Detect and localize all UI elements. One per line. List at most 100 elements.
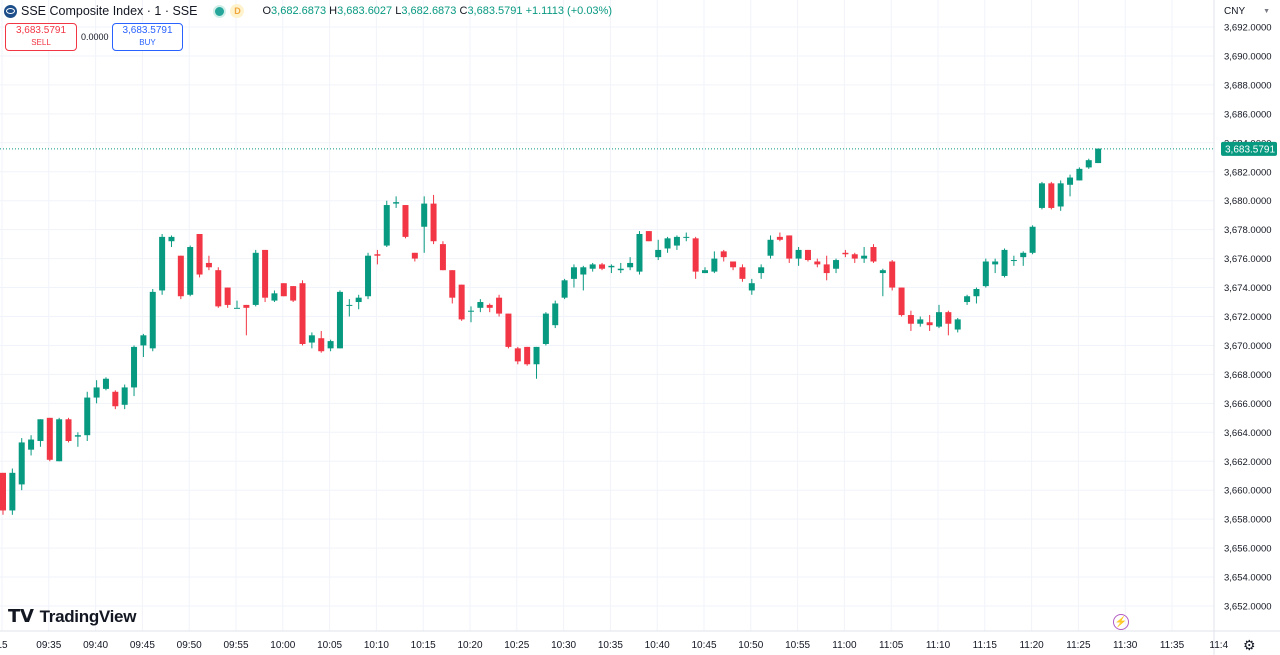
buy-button[interactable]: 3,683.5791 BUY (112, 23, 183, 51)
candle (692, 236, 699, 279)
close-value: 3,683.5791 (467, 5, 523, 17)
candle-body (645, 231, 652, 242)
tradingview-logo[interactable]: 𝗧𝗩 TradingView (8, 606, 136, 627)
close-label: C (459, 5, 468, 17)
candle (964, 294, 971, 305)
candle (205, 255, 212, 271)
candle (131, 345, 138, 397)
candle (271, 290, 278, 303)
candle-body (449, 270, 456, 298)
candle-body (430, 203, 437, 242)
candle (477, 299, 484, 313)
x-tick-label: 10:10 (364, 640, 389, 651)
candle (9, 468, 16, 515)
high-label: H (329, 5, 338, 17)
candle (140, 333, 147, 358)
candle-body (1057, 183, 1064, 207)
candle (0, 472, 6, 515)
candle-body (786, 235, 793, 259)
candle-body (290, 286, 297, 301)
candle-series (0, 148, 1102, 515)
candle (673, 235, 680, 250)
sell-button[interactable]: 3,683.5791 SELL (5, 23, 77, 51)
candle-body (336, 291, 343, 349)
currency-select[interactable]: CNY ▼ (1220, 2, 1274, 20)
candle (823, 255, 830, 281)
candle-body (964, 296, 971, 303)
low-label: L (395, 5, 402, 17)
candle-body (926, 322, 933, 326)
candle-body (262, 249, 269, 298)
candle (804, 249, 811, 262)
x-tick-label: 11:05 (879, 640, 904, 651)
candle (870, 244, 877, 263)
buy-label: BUY (139, 38, 156, 47)
x-tick-label: 10:20 (457, 640, 482, 651)
x-tick-label: 11:00 (832, 640, 857, 651)
candle (1020, 251, 1027, 266)
x-tick-label: 10:35 (598, 640, 623, 651)
buy-price: 3,683.5791 (122, 25, 173, 36)
candle-body (159, 236, 166, 291)
chart-grid (0, 0, 1214, 631)
candle-body (589, 264, 596, 269)
candle (1010, 255, 1017, 266)
open-value: 3,682.6873 (271, 5, 327, 17)
high-value: 3,683.6027 (337, 5, 393, 17)
y-tick-label: 3,660.0000 (1224, 486, 1272, 497)
candle (898, 287, 905, 317)
y-tick-label: 3,682.0000 (1224, 167, 1272, 178)
y-tick-label: 3,692.0000 (1224, 23, 1272, 34)
candle-body (739, 267, 746, 279)
candle (74, 432, 81, 447)
candle (861, 247, 868, 263)
candle (767, 235, 774, 259)
candle (664, 236, 671, 253)
candle-body (46, 417, 53, 460)
candle (18, 438, 25, 491)
sse-logo-icon (4, 4, 17, 18)
candle (411, 252, 418, 262)
candle-body (1076, 168, 1083, 181)
candle-body (702, 270, 708, 274)
candle (720, 249, 727, 262)
candle-body (1029, 226, 1036, 253)
candle-body (121, 387, 128, 405)
candle-body (271, 293, 278, 301)
lightning-icon[interactable]: ⚡ (1113, 614, 1129, 630)
candle-body (458, 284, 465, 320)
candle (907, 310, 914, 331)
candle (318, 330, 325, 353)
price-axis[interactable]: 3,652.0000 3,654.0000 3,656.0000 3,658.0000… (1224, 23, 1272, 613)
candle-body (730, 261, 737, 268)
candle (561, 278, 568, 300)
candle (355, 294, 362, 310)
candle (617, 262, 624, 274)
candle-body (804, 249, 811, 261)
candle (786, 235, 793, 263)
candle (711, 251, 718, 274)
candle-body (308, 335, 315, 343)
last-price-label: 3,683.5791 (1225, 144, 1275, 155)
x-tick-label: 11:35 (1160, 640, 1185, 651)
candle-body (56, 419, 63, 462)
x-tick-label: 10:05 (317, 640, 342, 651)
time-axis[interactable]: 15 09:35 09:40 09:45 09:50 09:55 10:00 10:05 10:… (0, 640, 1229, 651)
candle (1029, 225, 1036, 255)
candle (580, 265, 587, 291)
spread-value: 0.0000 (81, 32, 109, 42)
candle-body (505, 313, 512, 347)
candle-body (1001, 249, 1008, 276)
delayed-data-badge[interactable]: D (230, 4, 245, 18)
candle-body (1048, 183, 1055, 208)
candle-body (851, 254, 858, 259)
chevron-down-icon: ▼ (1263, 7, 1270, 15)
candle-body (870, 247, 877, 262)
x-tick-label: 11:30 (1113, 640, 1138, 651)
gear-icon[interactable]: ⚙ (1243, 637, 1256, 653)
candle-body (711, 258, 718, 272)
symbol-title[interactable]: SSE Composite Index · 1 · SSE (21, 4, 198, 18)
candle (177, 255, 184, 300)
candle-body (748, 283, 755, 291)
